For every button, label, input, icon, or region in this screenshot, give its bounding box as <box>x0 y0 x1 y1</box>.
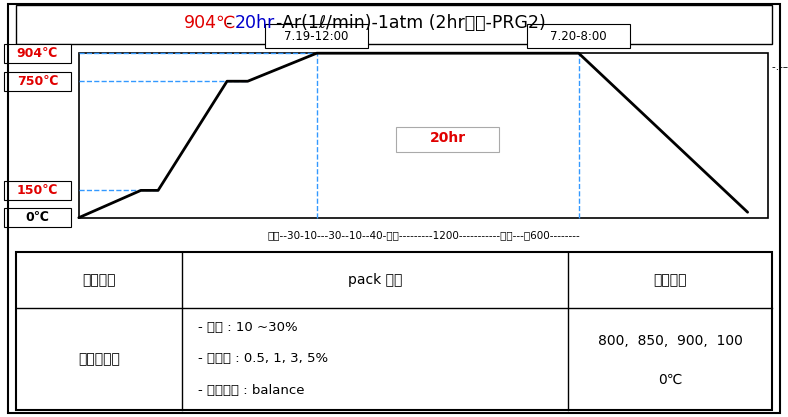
Text: 904℃: 904℃ <box>184 14 236 32</box>
FancyBboxPatch shape <box>396 127 499 151</box>
Text: 150℃: 150℃ <box>17 184 58 197</box>
FancyBboxPatch shape <box>79 53 768 218</box>
FancyBboxPatch shape <box>4 43 71 63</box>
Text: - 크롬 : 10 ~30%: - 크롬 : 10 ~30% <box>198 321 298 334</box>
Text: 코팅종류: 코팅종류 <box>82 273 116 287</box>
Text: 승온--30-10---30--10--40-유지---------1200-----------냉각---약600--------: 승온--30-10---30--10--40-유지---------1200--… <box>267 230 580 240</box>
FancyBboxPatch shape <box>4 72 71 91</box>
Text: 7.20-8:00: 7.20-8:00 <box>550 30 607 43</box>
Text: 904℃: 904℃ <box>17 47 58 60</box>
FancyBboxPatch shape <box>4 181 71 200</box>
Text: 0℃: 0℃ <box>25 211 50 224</box>
Text: 처리온도: 처리온도 <box>653 273 687 287</box>
Text: 800,  850,  900,  100: 800, 850, 900, 100 <box>597 334 742 348</box>
FancyBboxPatch shape <box>527 24 630 48</box>
Text: 0℃: 0℃ <box>658 373 682 387</box>
Text: 크로마이징: 크로마이징 <box>78 352 120 366</box>
Text: - 활성제 : 0.5, 1, 3, 5%: - 활성제 : 0.5, 1, 3, 5% <box>198 352 328 365</box>
Text: 20hr: 20hr <box>235 14 276 32</box>
Text: -Ar(1ℓ/min)-1atm (2hr승온-PRG2): -Ar(1ℓ/min)-1atm (2hr승온-PRG2) <box>276 14 546 32</box>
Text: pack 조성: pack 조성 <box>348 273 403 287</box>
FancyBboxPatch shape <box>16 5 772 43</box>
FancyBboxPatch shape <box>16 252 772 410</box>
FancyBboxPatch shape <box>266 24 368 48</box>
Text: 7.19-12:00: 7.19-12:00 <box>284 30 349 43</box>
Text: 20hr: 20hr <box>429 131 466 145</box>
Text: -: - <box>225 14 232 32</box>
Text: - 알루미나 : balance: - 알루미나 : balance <box>198 384 304 397</box>
FancyBboxPatch shape <box>4 208 71 227</box>
Text: -.-–0x:xx--30 ℃: -.-–0x:xx--30 ℃ <box>772 62 788 72</box>
Text: 750℃: 750℃ <box>17 75 58 88</box>
